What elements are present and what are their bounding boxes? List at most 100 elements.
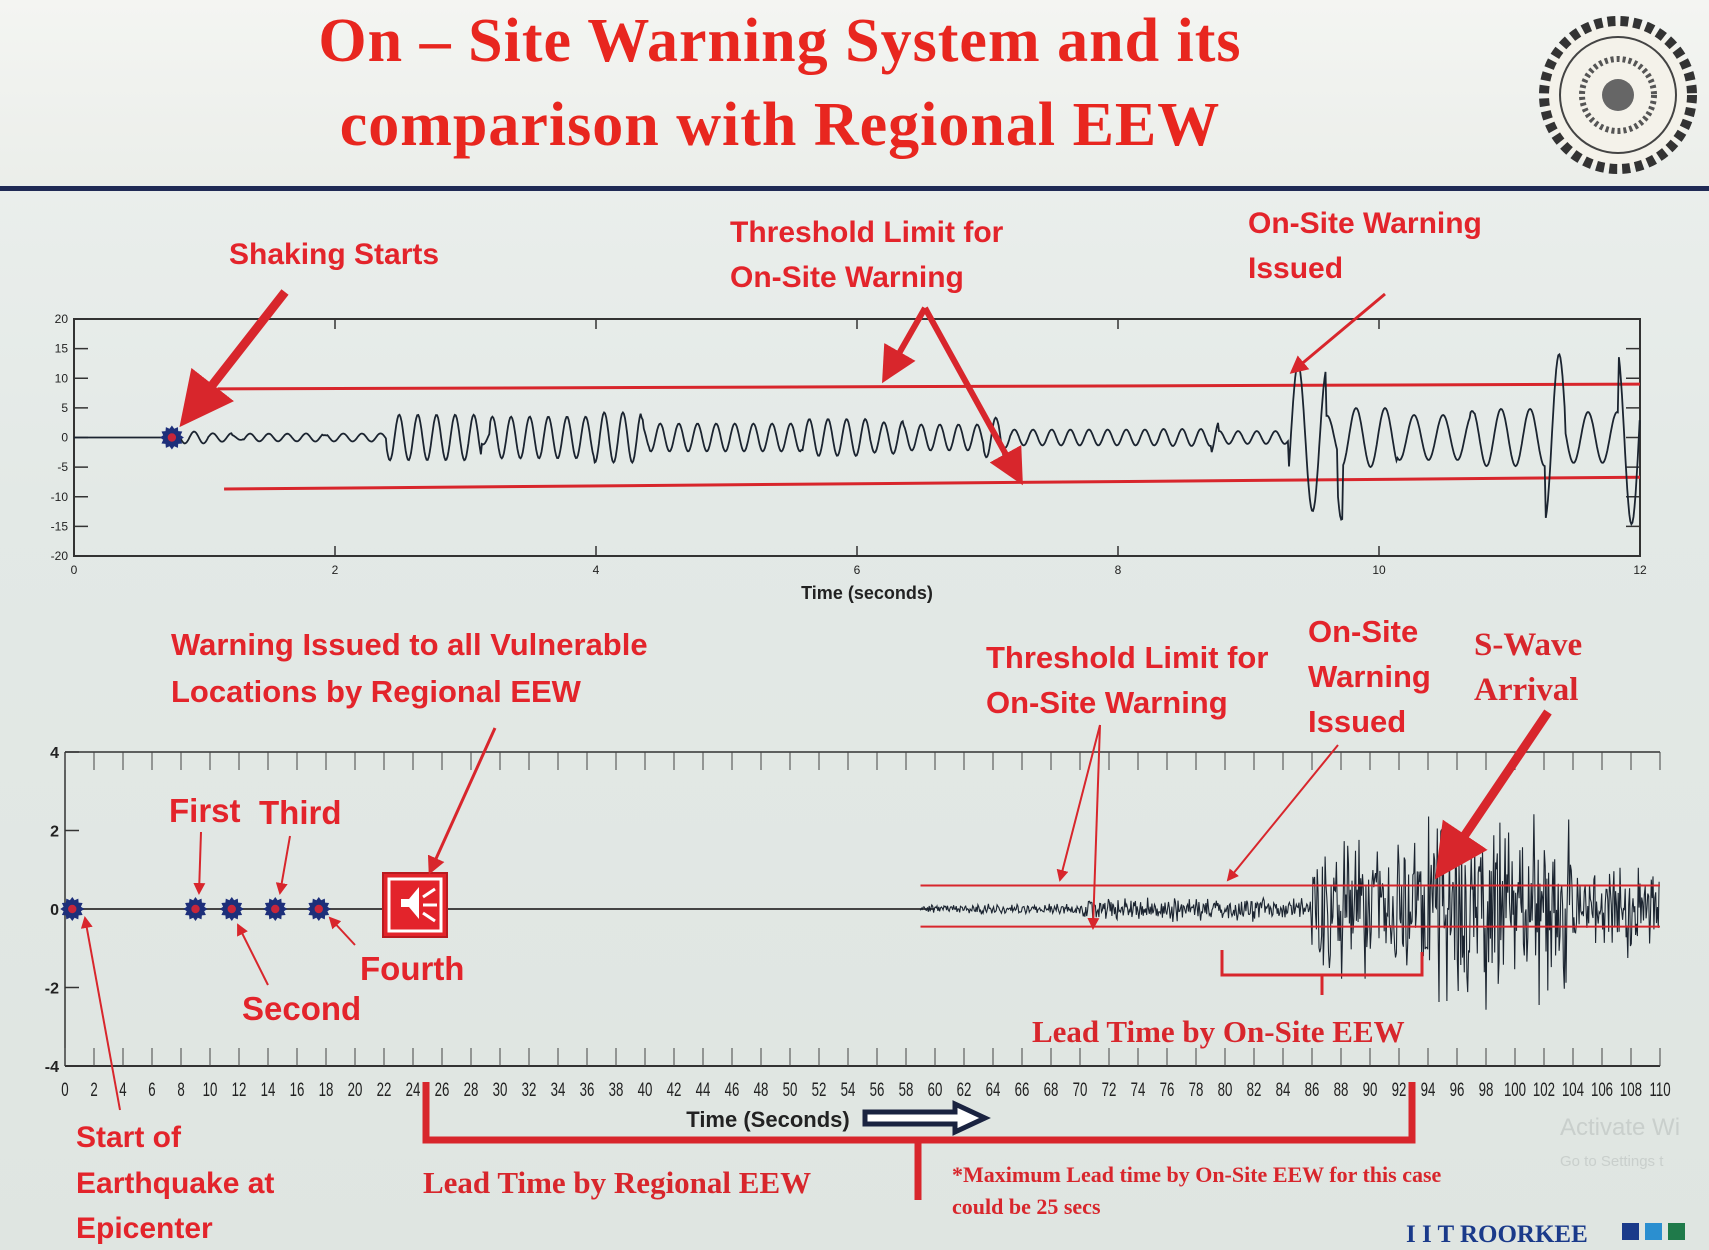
bottom-x-tick-label: 18 xyxy=(319,1078,334,1100)
bottom-threshold-arrow-lower xyxy=(1087,724,1101,930)
bottom-x-tick-label: 108 xyxy=(1620,1078,1642,1100)
bottom-x-tick-label: 54 xyxy=(841,1078,856,1100)
bottom-x-tick-label: 4 xyxy=(119,1078,126,1100)
bottom-threshold-arrow-upper xyxy=(1056,724,1101,882)
top-threshold-label-1: Threshold Limit for xyxy=(730,216,1004,249)
top-annotations: Shaking Starts Threshold Limit for On-Si… xyxy=(179,207,1482,486)
bottom-y-tick-label: -2 xyxy=(45,981,59,998)
footnote-line-2: could be 25 secs xyxy=(952,1194,1101,1219)
bottom-x-tick-label: 102 xyxy=(1533,1078,1555,1100)
start-label-1: Start of xyxy=(76,1121,182,1154)
bottom-x-tick-label: 76 xyxy=(1160,1078,1175,1100)
header-divider xyxy=(0,186,1709,191)
station-marker-3-center xyxy=(271,904,280,914)
station-first-label: First xyxy=(169,792,241,829)
onsite-warning-label-1: On-Site xyxy=(1308,614,1418,649)
bottom-y-tick-label: 0 xyxy=(50,902,59,919)
third-arrow xyxy=(275,835,291,895)
top-y-tick-label: -15 xyxy=(51,519,69,533)
brand-square-2 xyxy=(1645,1223,1662,1240)
slide-header: On – Site Warning System and its compari… xyxy=(0,0,1709,184)
swave-label-2: Arrival xyxy=(1474,672,1578,708)
station-third-label: Third xyxy=(259,794,341,831)
top-y-tick-label: 10 xyxy=(55,371,69,385)
bottom-x-tick-label: 78 xyxy=(1189,1078,1204,1100)
top-y-tick-label: -5 xyxy=(57,460,68,474)
bottom-x-tick-label: 50 xyxy=(783,1078,798,1100)
bottom-x-tick-label: 34 xyxy=(551,1078,566,1100)
shaking-starts-label: Shaking Starts xyxy=(229,238,439,271)
bottom-x-tick-label: 40 xyxy=(638,1078,653,1100)
top-warning-arrow xyxy=(1289,292,1386,374)
bottom-x-tick-label: 58 xyxy=(899,1078,914,1100)
top-y-tick-label: 15 xyxy=(55,342,69,356)
top-warning-label-1: On-Site Warning xyxy=(1248,207,1482,240)
bottom-x-tick-label: 0 xyxy=(61,1078,68,1100)
bottom-x-tick-label: 48 xyxy=(754,1078,769,1100)
bottom-x-tick-label: 94 xyxy=(1421,1078,1436,1100)
bottom-x-tick-label: 20 xyxy=(348,1078,363,1100)
regional-warning-label-1: Warning Issued to all Vulnerable xyxy=(171,627,648,662)
bottom-x-tick-label: 56 xyxy=(870,1078,885,1100)
top-plot-frame xyxy=(73,318,1641,557)
top-threshold-arrow-lower xyxy=(922,306,1023,486)
iit-roorkee-logo xyxy=(1539,16,1697,174)
top-x-tick-label: 6 xyxy=(854,563,861,577)
bottom-x-tick-label: 98 xyxy=(1479,1078,1494,1100)
fourth-arrow xyxy=(328,916,356,946)
top-x-axis-label: Time (seconds) xyxy=(801,583,933,603)
onsite-warning-arrow xyxy=(1226,744,1339,882)
station-fourth-label: Fourth xyxy=(360,950,464,987)
bottom-x-tick-label: 66 xyxy=(1015,1078,1030,1100)
brand-square-1 xyxy=(1622,1223,1639,1240)
top-threshold-lower-line xyxy=(224,475,1641,491)
top-y-tick-label: 5 xyxy=(61,401,68,415)
top-x-tick-label: 0 xyxy=(71,563,78,577)
onsite-warning-label-2: Warning xyxy=(1308,659,1431,694)
watermark-line-2: Go to Settings t xyxy=(1560,1153,1664,1170)
regional-warning-label-2: Locations by Regional EEW xyxy=(171,674,582,709)
bottom-x-tick-label: 92 xyxy=(1392,1078,1407,1100)
bottom-x-tick-label: 80 xyxy=(1218,1078,1233,1100)
epicenter-marker-center xyxy=(68,904,77,914)
bottom-x-tick-label: 36 xyxy=(580,1078,595,1100)
bottom-x-tick-label: 2 xyxy=(90,1078,97,1100)
top-x-tick-label: 2 xyxy=(332,563,339,577)
top-y-tick-label: -20 xyxy=(51,549,69,563)
station-marker-2-center xyxy=(227,904,236,914)
footnote-line-1: *Maximum Lead time by On-Site EEW for th… xyxy=(952,1162,1442,1187)
bottom-x-tick-label: 70 xyxy=(1073,1078,1088,1100)
bottom-seismogram-chart: 0 2 4 6 8 10 12 14 16 18 20 22 24 26 28 30 32 34 36 38 40 42 4… xyxy=(45,745,1671,1136)
footer: Activate Wi Go to Settings t I I T ROORK… xyxy=(1406,1114,1685,1248)
bottom-x-tick-label: 46 xyxy=(725,1078,740,1100)
start-arrow xyxy=(80,916,121,1111)
lead-onsite-label: Lead Time by On-Site EEW xyxy=(1032,1014,1405,1049)
bottom-y-tick-label: 2 xyxy=(50,824,59,841)
bottom-x-tick-label: 100 xyxy=(1504,1078,1526,1100)
start-label-2: Earthquake at xyxy=(76,1167,274,1200)
bottom-x-tick-label: 72 xyxy=(1102,1078,1117,1100)
bottom-x-tick-label: 110 xyxy=(1649,1078,1670,1100)
bottom-y-tick-label: -4 xyxy=(45,1059,59,1076)
brand-square-3 xyxy=(1668,1223,1685,1240)
top-threshold-arrow-upper xyxy=(882,306,928,384)
regional-warning-arrow xyxy=(427,727,497,875)
bottom-x-tick-label: 96 xyxy=(1450,1078,1465,1100)
bottom-x-tick-label: 104 xyxy=(1562,1078,1584,1100)
bottom-x-tick-label: 74 xyxy=(1131,1078,1146,1100)
top-seismogram-trace xyxy=(74,352,1641,527)
lead-regional-bracket xyxy=(422,1082,1416,1200)
bottom-x-tick-label: 24 xyxy=(406,1078,421,1100)
lead-regional-label: Lead Time by Regional EEW xyxy=(423,1165,811,1200)
bottom-x-tick-label: 82 xyxy=(1247,1078,1262,1100)
top-x-tick-label: 10 xyxy=(1372,563,1386,577)
bottom-x-tick-label: 12 xyxy=(232,1078,247,1100)
station-marker-1-center xyxy=(191,904,200,914)
top-x-tick-label: 12 xyxy=(1633,563,1647,577)
top-y-tick-label: 20 xyxy=(55,312,69,326)
bottom-x-tick-label: 8 xyxy=(177,1078,184,1100)
top-x-tick-label: 4 xyxy=(593,563,600,577)
bottom-x-tick-label: 16 xyxy=(290,1078,305,1100)
